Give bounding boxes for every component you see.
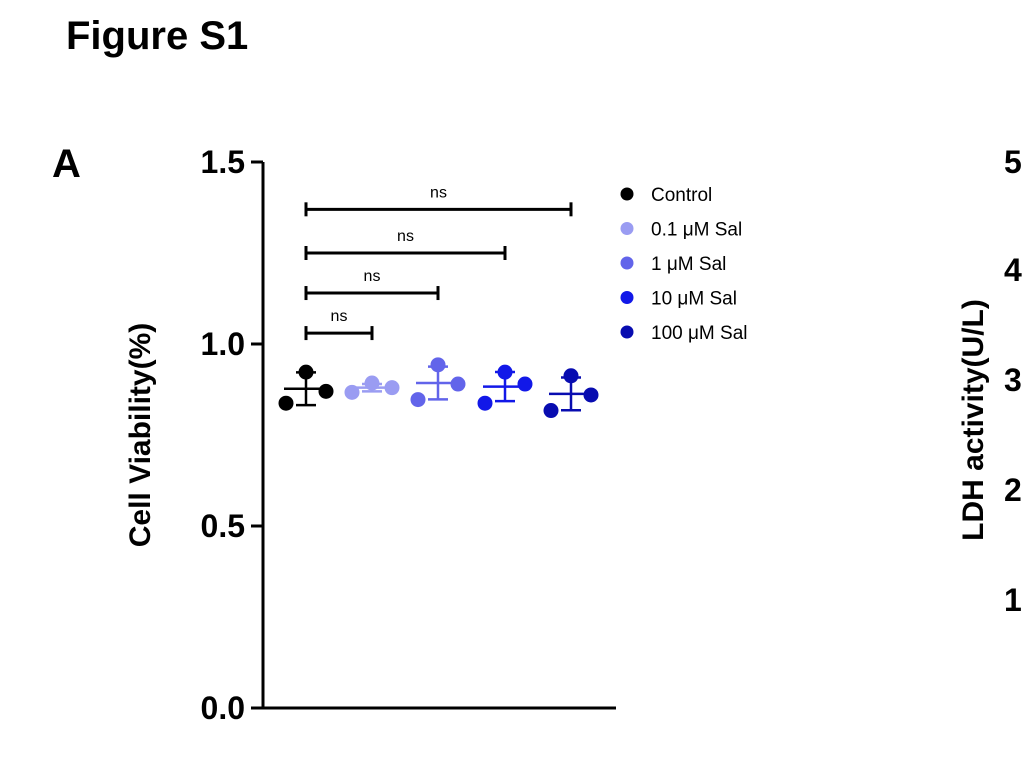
ldh-chart-partial: 1 2 3 4 5 LDH activity(U/L) [957,144,1022,618]
data-point [583,387,599,403]
data-point [364,375,380,391]
legend: Control 0.1 μM Sal 1 μM Sal 10 μM Sal 100 μM… [620,185,748,344]
significance-label: ns [331,308,348,325]
data-point [563,368,579,384]
legend-label: 100 μM Sal [651,323,748,344]
data-point [344,384,360,400]
significance-label: ns [430,184,447,201]
legend-marker [620,291,634,304]
legend-label: 10 μM Sal [651,289,737,310]
data-series [278,357,599,419]
y-tick-label: 0.5 [201,508,245,544]
y-tick-label: 1.5 [201,144,245,180]
series-group [410,357,466,408]
data-point [497,364,513,380]
significance-label: ns [364,268,381,285]
legend-marker [620,187,634,201]
ldh-y-tick-label: 4 [1004,252,1022,288]
chart-axes [261,162,616,710]
series-group [278,364,334,411]
data-point [278,395,294,411]
data-point [543,403,559,419]
y-tick-label: 0.0 [201,690,245,726]
data-point [477,395,493,411]
figure-title: Figure S1 [66,14,249,58]
legend-marker [620,222,634,235]
legend-marker [620,325,634,339]
series-group [543,368,599,419]
data-point [410,392,426,408]
data-point [298,364,314,380]
data-point [450,376,466,392]
ldh-y-tick-label: 1 [1004,582,1022,618]
ldh-y-tick-label: 3 [1004,362,1022,398]
legend-marker [620,256,634,270]
data-point [430,357,446,373]
ldh-y-axis-label: LDH activity(U/L) [957,299,990,541]
y-tick-label: 1.0 [201,326,245,362]
legend-label: 0.1 μM Sal [651,220,742,241]
series-group [477,364,533,411]
ldh-y-tick-label: 5 [1004,144,1022,180]
data-point [318,383,334,399]
y-ticks: 0.0 0.5 1.0 1.5 [201,144,263,726]
y-axis-label-group: Cell Viability(%) [124,323,157,548]
comparison-brackets: ns ns ns ns [304,184,573,341]
y-axis-label: Cell Viability(%) [124,323,157,548]
significance-label: ns [397,228,414,245]
data-point [517,376,533,392]
panel-label-a: A [52,142,81,186]
ldh-y-tick-label: 2 [1004,472,1022,508]
series-group [344,375,400,400]
data-point [384,380,400,396]
legend-label: 1 μM Sal [651,254,726,275]
legend-label: Control [651,185,712,206]
